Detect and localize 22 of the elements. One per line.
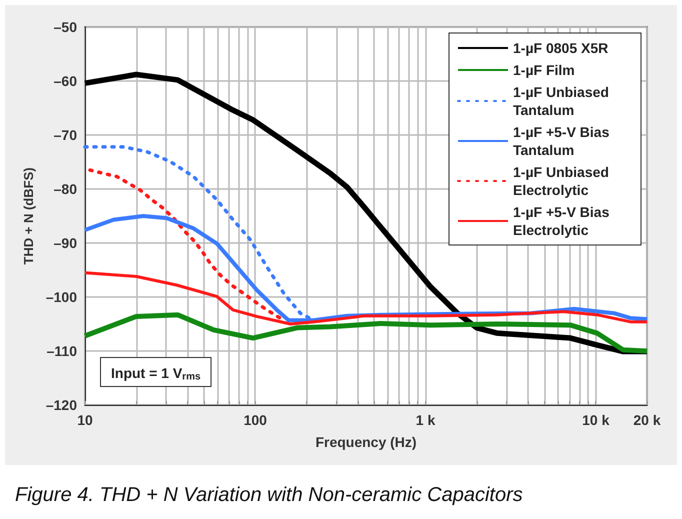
legend-label: 1-µF +5-V Bias Electrolytic [513, 204, 614, 238]
x-tick-label: 10 k [582, 412, 610, 428]
y-tick-label: –100 [46, 289, 78, 305]
legend-label: 1-µF +5-V Bias Tantalum [513, 124, 614, 158]
y-axis-title: THD + N (dBFS) [20, 167, 36, 265]
legend-label: 1-µF Film [513, 62, 575, 78]
x-tick-label: 10 [77, 412, 93, 428]
y-tick-label: –120 [46, 397, 78, 413]
y-tick-label: –70 [54, 127, 78, 143]
x-tick-label: 100 [244, 412, 268, 428]
legend-label: 1-µF 0805 X5R [513, 40, 608, 56]
x-tick-label: 20 k [633, 412, 661, 428]
y-tick-label: –50 [54, 19, 78, 35]
legend-label: 1-µF Unbiased Electrolytic [513, 164, 613, 198]
legend-label: 1-µF Unbiased Tantalum [513, 84, 613, 118]
y-tick-label: –80 [54, 181, 78, 197]
y-tick-label: –110 [46, 343, 78, 359]
y-tick-label: –60 [54, 73, 78, 89]
x-axis-title: Frequency (Hz) [315, 434, 417, 450]
y-tick-label: –90 [54, 235, 78, 251]
x-tick-label: 1 k [416, 412, 436, 428]
text: Figure 4. THD + N Variation with Non-ceramic Capacitors [15, 484, 523, 506]
